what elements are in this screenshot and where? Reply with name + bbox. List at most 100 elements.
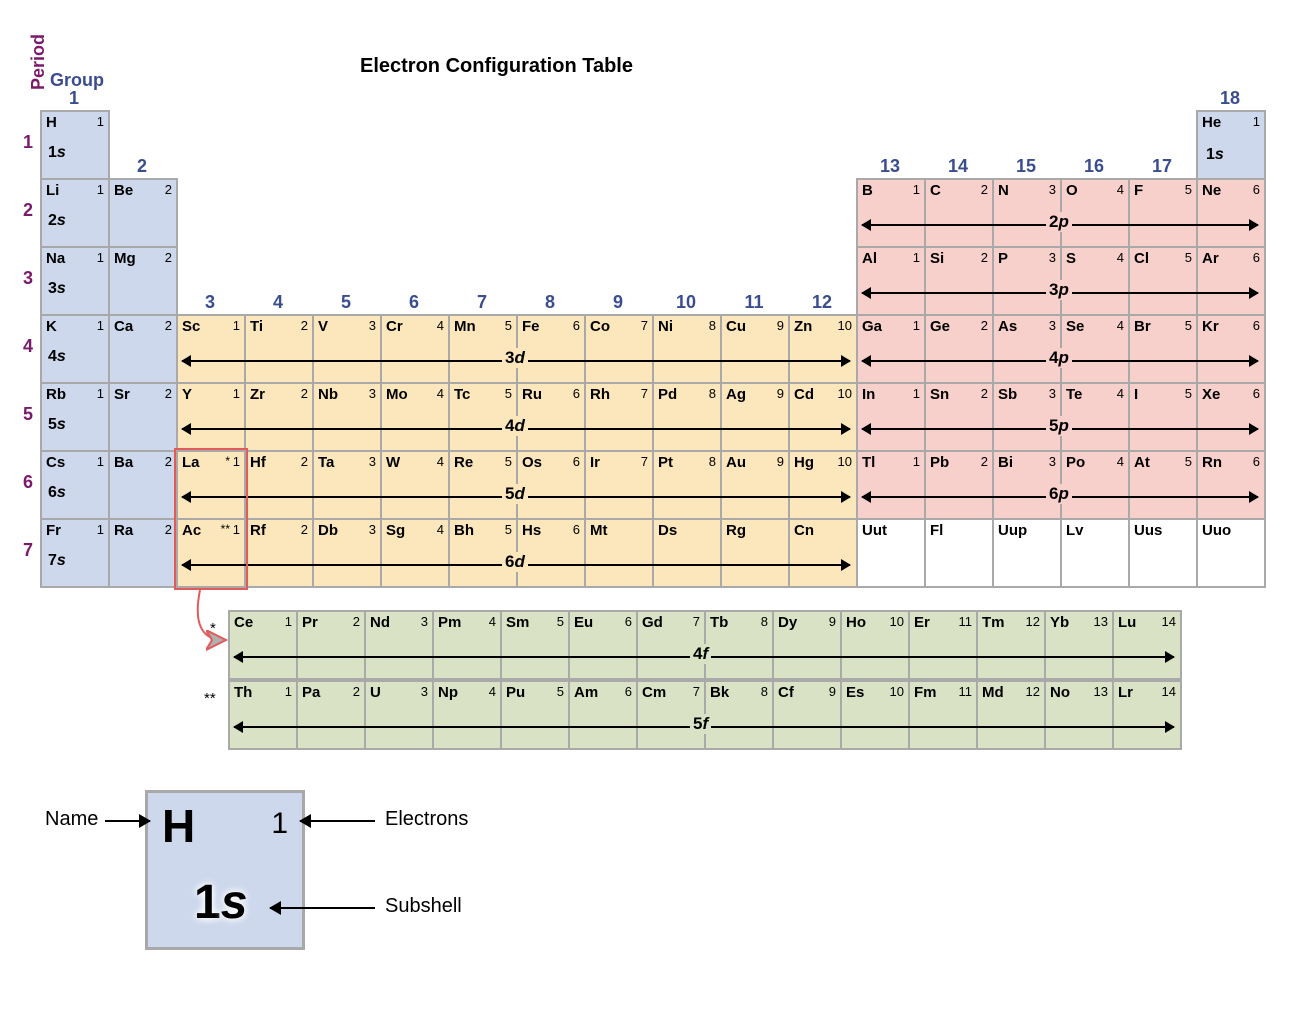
element-electrons: 12 xyxy=(1026,614,1040,629)
element-electrons: 9 xyxy=(777,318,784,333)
element-symbol: Md xyxy=(982,684,1004,701)
element-symbol: Mg xyxy=(114,250,136,267)
period-number: 6 xyxy=(18,472,38,493)
element-electrons: 1 xyxy=(97,250,104,265)
element-symbol: At xyxy=(1134,454,1150,471)
f-subshell-label: 5f xyxy=(690,714,711,734)
f-element-cell: Dy 9 xyxy=(772,610,842,680)
element-symbol: Nd xyxy=(370,614,390,631)
element-symbol: Mn xyxy=(454,318,476,335)
f-element-cell: Np 4 xyxy=(432,680,502,750)
element-symbol: F xyxy=(1134,182,1143,199)
element-symbol: Pt xyxy=(658,454,673,471)
element-symbol: Sn xyxy=(930,386,949,403)
element-symbol: Ti xyxy=(250,318,263,335)
element-electrons: 10 xyxy=(838,318,852,333)
element-electrons: 2 xyxy=(165,182,172,197)
element-electrons: 10 xyxy=(838,454,852,469)
element-symbol: Rb xyxy=(46,386,66,403)
element-symbol: Gd xyxy=(642,614,663,631)
element-symbol: Ne xyxy=(1202,182,1221,199)
element-cell: Au9 xyxy=(720,450,790,520)
element-electrons: 1 xyxy=(97,454,104,469)
element-symbol: Si xyxy=(930,250,944,267)
element-symbol: Br xyxy=(1134,318,1151,335)
element-cell: In 1 xyxy=(856,382,926,452)
element-electrons: 1 xyxy=(913,386,920,401)
element-symbol: Xe xyxy=(1202,386,1220,403)
element-electrons: 9 xyxy=(829,614,836,629)
element-symbol: Ds xyxy=(658,522,677,539)
element-symbol: Np xyxy=(438,684,458,701)
element-symbol: Bk xyxy=(710,684,729,701)
element-symbol: V xyxy=(318,318,328,335)
element-symbol: Re xyxy=(454,454,473,471)
element-symbol: Co xyxy=(590,318,610,335)
element-symbol: Ru xyxy=(522,386,542,403)
element-electrons: 2 xyxy=(981,454,988,469)
element-electrons: 2 xyxy=(165,318,172,333)
element-symbol: Ac xyxy=(182,522,201,539)
group-number: 6 xyxy=(380,292,448,313)
element-electrons: 3 xyxy=(369,522,376,537)
element-electrons: 7 xyxy=(641,454,648,469)
element-electrons: 1 xyxy=(913,250,920,265)
element-electrons: 4 xyxy=(489,684,496,699)
element-electrons: 1 xyxy=(97,386,104,401)
group-number: 10 xyxy=(652,292,720,313)
element-electrons: 2 xyxy=(301,522,308,537)
f-element-cell: Pr2 xyxy=(296,610,366,680)
element-symbol: Cm xyxy=(642,684,666,701)
element-cell: Xe6 xyxy=(1196,382,1266,452)
element-electrons: 3 xyxy=(1049,182,1056,197)
element-electrons: 4 xyxy=(489,614,496,629)
element-electrons: 5 xyxy=(505,386,512,401)
element-symbol: Hs xyxy=(522,522,541,539)
element-symbol: Hg xyxy=(794,454,814,471)
element-electrons: 1 xyxy=(285,684,292,699)
element-electrons: 2 xyxy=(301,454,308,469)
s-subshell-label: 3s xyxy=(48,280,66,298)
element-cell: Rg xyxy=(720,518,790,588)
f-element-cell: Bk8 xyxy=(704,680,774,750)
group-number: 8 xyxy=(516,292,584,313)
group-number: 15 xyxy=(992,156,1060,177)
period-number: 3 xyxy=(18,268,38,289)
element-electrons: 2 xyxy=(981,182,988,197)
element-symbol: Dy xyxy=(778,614,797,631)
element-symbol: Fe xyxy=(522,318,540,335)
element-electrons: 13 xyxy=(1094,614,1108,629)
element-cell: W4 xyxy=(380,450,450,520)
element-symbol: Zr xyxy=(250,386,265,403)
element-symbol: Au xyxy=(726,454,746,471)
element-symbol: Li xyxy=(46,182,59,199)
element-cell: Uut xyxy=(856,518,926,588)
s-subshell-label: 4s xyxy=(48,348,66,366)
element-symbol: Sc xyxy=(182,318,200,335)
element-electrons: 9 xyxy=(829,684,836,699)
element-cell: Nb3 xyxy=(312,382,382,452)
f-element-cell: Th1 xyxy=(228,680,298,750)
element-cell: Rf2 xyxy=(244,518,314,588)
f-element-cell: Am6 xyxy=(568,680,638,750)
element-electrons: 3 xyxy=(421,684,428,699)
block-subshell-label: 3p xyxy=(1046,280,1072,300)
element-symbol: No xyxy=(1050,684,1070,701)
lanthanide-asterisk: * xyxy=(210,620,216,637)
element-cell: Ds xyxy=(652,518,722,588)
element-cell: Sc1 xyxy=(176,314,246,384)
element-electrons: 3 xyxy=(421,614,428,629)
element-cell: Hf2 xyxy=(244,450,314,520)
element-symbol: Uuo xyxy=(1202,522,1231,539)
element-cell: He11s xyxy=(1196,110,1266,180)
element-symbol: K xyxy=(46,318,57,335)
element-cell: At5 xyxy=(1128,450,1198,520)
f-element-cell: Lu14 xyxy=(1112,610,1182,680)
element-electrons: 4 xyxy=(437,318,444,333)
element-symbol: Rg xyxy=(726,522,746,539)
element-electrons: 6 xyxy=(573,454,580,469)
element-symbol: In xyxy=(862,386,875,403)
s-subshell-label: 7s xyxy=(48,552,66,570)
element-electrons: 9 xyxy=(777,386,784,401)
element-symbol: Cr xyxy=(386,318,403,335)
